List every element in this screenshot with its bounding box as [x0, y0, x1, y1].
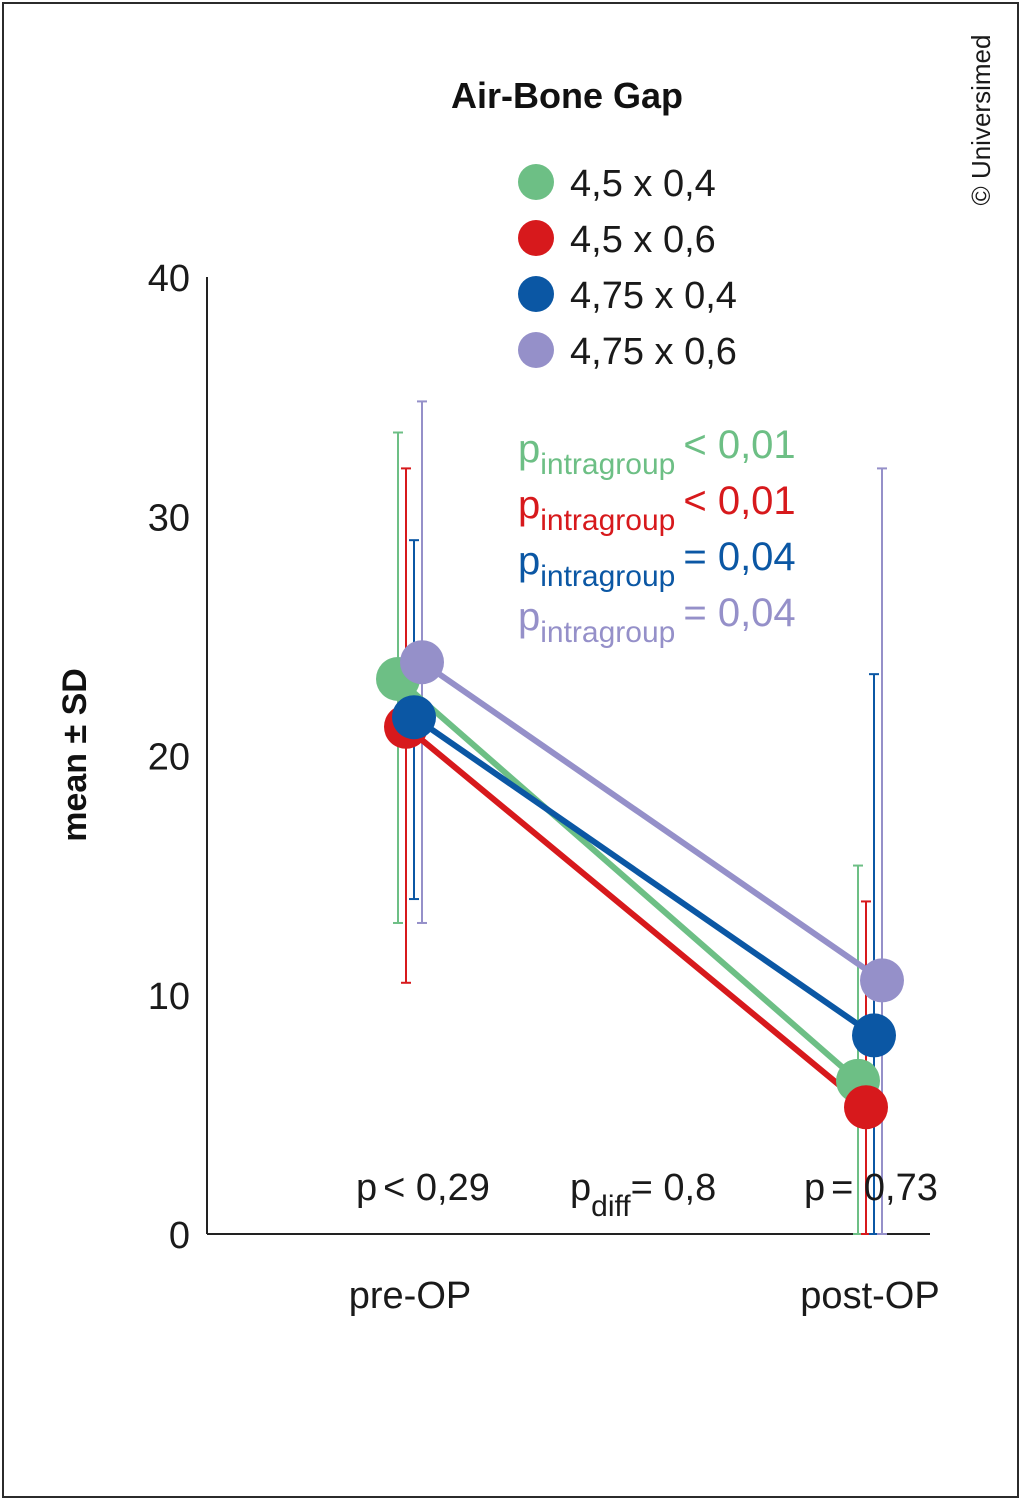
series-lines [396, 659, 884, 1110]
series-line [420, 659, 884, 983]
legend: 4,5 x 0,4 4,5 x 0,6 4,75 x 0,4 4,75 x 0,6 [518, 163, 737, 373]
data-point [844, 1085, 888, 1130]
data-points [376, 640, 904, 1130]
data-point [860, 958, 904, 1003]
y-tick-label: 0 [169, 1215, 190, 1257]
y-axis-label: mean ± SD [56, 668, 94, 842]
legend-label: 4,5 x 0,6 [570, 219, 716, 261]
legend-swatch [518, 220, 554, 256]
legend-label: 4,75 x 0,6 [570, 331, 737, 373]
p-value-intragroup: pintragroup = 0,04 [518, 591, 796, 649]
p-value-intragroup: pintragroup < 0,01 [518, 479, 796, 537]
axes: 0 10 20 30 40 pre-OP post-OP [148, 258, 940, 1317]
legend-swatch [518, 164, 554, 200]
series-line [404, 724, 868, 1110]
x-tick-label: pre-OP [349, 1275, 471, 1317]
p-value-annotation: p < 0,29 [356, 1167, 490, 1209]
y-tick-label: 40 [148, 258, 190, 300]
y-tick-label: 10 [148, 976, 190, 1018]
bottom-annotations: p < 0,29 pdiff= 0,8 p = 0,73 [356, 1167, 938, 1223]
credit-text: © Universimed [966, 35, 996, 206]
data-point [852, 1013, 896, 1058]
x-tick-label: post-OP [800, 1275, 939, 1317]
legend-swatch [518, 276, 554, 312]
chart-title: Air-Bone Gap [451, 75, 683, 116]
legend-label: 4,5 x 0,4 [570, 163, 716, 205]
p-value-intragroup: pintragroup < 0,01 [518, 423, 796, 481]
legend-swatch [518, 332, 554, 368]
p-value-annotation: p = 0,73 [804, 1167, 938, 1209]
y-tick-label: 30 [148, 497, 190, 539]
data-point [400, 640, 444, 685]
p-value-intragroup: pintragroup = 0,04 [518, 535, 796, 593]
y-tick-label: 20 [148, 737, 190, 779]
data-point [392, 695, 436, 740]
legend-label: 4,75 x 0,4 [570, 275, 737, 317]
series-line [412, 714, 876, 1038]
series-line [396, 676, 860, 1084]
p-value-annotation: pdiff= 0,8 [570, 1167, 716, 1223]
